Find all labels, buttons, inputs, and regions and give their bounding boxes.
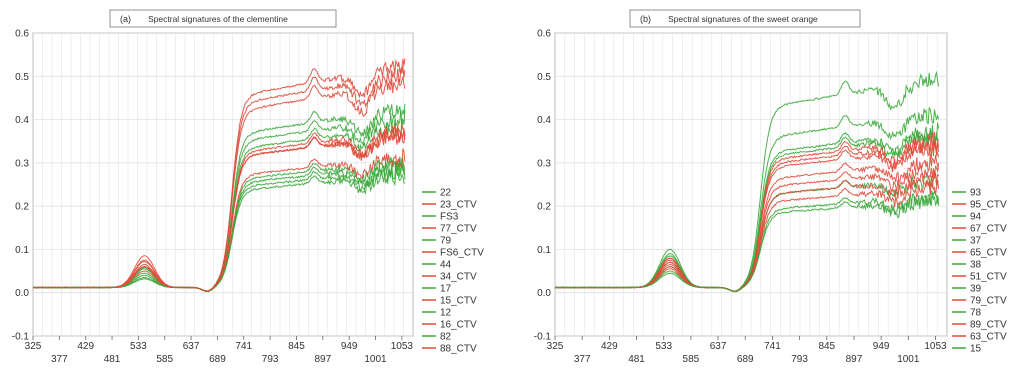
panel-label: (b)	[640, 14, 651, 24]
y-tick-label: -0.1	[12, 332, 30, 343]
x-tick-label: 689	[209, 354, 226, 365]
legend-label: FS3	[440, 212, 459, 223]
x-tick-label: 897	[314, 354, 331, 365]
legend-label: 15_CTV	[440, 296, 477, 307]
panel-label: (a)	[120, 14, 131, 24]
legend-label: 39	[970, 284, 982, 295]
x-tick-label: 1053	[924, 341, 947, 352]
y-tick-label: 0.6	[537, 29, 551, 40]
legend-label: 88_CTV	[440, 344, 477, 355]
x-tick-label: 689	[737, 354, 754, 365]
legend-label: 51_CTV	[970, 272, 1007, 283]
legend-label: 77_CTV	[440, 224, 477, 235]
x-tick-label: 1053	[391, 341, 414, 352]
x-tick-label: 377	[574, 354, 591, 365]
y-tick-label: 0.4	[537, 115, 551, 126]
x-tick-label: 429	[77, 341, 94, 352]
y-tick-label: 0.3	[15, 158, 29, 169]
legend-label: 78	[970, 308, 982, 319]
x-tick-label: 481	[628, 354, 645, 365]
legend-label: 89_CTV	[970, 320, 1007, 331]
legend-label: FS6_CTV	[440, 248, 484, 259]
y-tick-label: -0.1	[534, 332, 552, 343]
legend-label: 67_CTV	[970, 224, 1007, 235]
legend: 2223_CTVFS377_CTV79FS6_CTV4434_CTV1715_C…	[422, 188, 484, 355]
legend-label: 22	[440, 188, 452, 199]
legend-label: 44	[440, 260, 452, 271]
x-tick-label: 741	[764, 341, 781, 352]
y-tick-label: 0.6	[15, 29, 29, 40]
y-tick-label: 0.0	[537, 288, 551, 299]
legend-label: 34_CTV	[440, 272, 477, 283]
x-tick-label: 949	[341, 341, 358, 352]
x-tick-label: 741	[235, 341, 252, 352]
y-tick-label: 0.1	[15, 245, 29, 256]
x-tick-label: 533	[130, 341, 147, 352]
x-tick-label: 377	[51, 354, 68, 365]
title-box	[629, 9, 861, 28]
legend-label: 95_CTV	[970, 200, 1007, 211]
legend: 9395_CTV9467_CTV3765_CTV3851_CTV3979_CTV…	[952, 188, 1007, 355]
series-line-88_CTV	[32, 124, 406, 292]
x-tick-label: 845	[818, 341, 835, 352]
chart-title: Spectral signatures of the clementine	[148, 14, 288, 24]
legend-label: 37	[970, 236, 982, 247]
x-tick-label: 481	[104, 354, 121, 365]
legend-label: 23_CTV	[440, 200, 477, 211]
y-tick-label: 0.4	[15, 115, 29, 126]
legend-label: 94	[970, 212, 982, 223]
legend-label: 12	[440, 308, 452, 319]
series-line-15	[554, 192, 940, 293]
legend-label: 79	[440, 236, 452, 247]
x-tick-label: 1001	[897, 354, 920, 365]
x-tick-label: 793	[262, 354, 279, 365]
legend-label: 79_CTV	[970, 296, 1007, 307]
legend-label: 63_CTV	[970, 332, 1007, 343]
title-box	[109, 9, 337, 28]
legend-label: 16_CTV	[440, 320, 477, 331]
x-tick-label: 585	[156, 354, 173, 365]
x-tick-label: 897	[846, 354, 863, 365]
x-tick-label: 533	[655, 341, 672, 352]
chart-panel-a: -0.1 0.0 0.1 0.2 0.3 0.4 0.5 0.6 325 377 429 481 533…	[12, 9, 484, 365]
legend-label: 65_CTV	[970, 248, 1007, 259]
x-tick-label: 325	[547, 341, 564, 352]
x-tick-label: 1001	[364, 354, 387, 365]
legend-label: 15	[970, 344, 982, 355]
x-tick-label: 845	[288, 341, 305, 352]
y-tick-label: 0.1	[537, 245, 551, 256]
chart-panel-b: -0.1 0.0 0.1 0.2 0.3 0.4 0.5 0.6 325 377 429 481 533…	[534, 9, 1007, 365]
x-tick-label: 637	[710, 341, 727, 352]
legend-label: 93	[970, 188, 982, 199]
legend-label: 82	[440, 332, 452, 343]
x-tick-label: 585	[683, 354, 700, 365]
x-tick-label: 793	[791, 354, 808, 365]
y-tick-label: 0.2	[537, 202, 551, 213]
legend-label: 38	[970, 260, 982, 271]
chart-title: Spectral signatures of the sweet orange	[668, 14, 818, 24]
y-tick-label: 0.0	[15, 288, 29, 299]
x-tick-label: 637	[183, 341, 200, 352]
y-tick-label: 0.5	[15, 72, 29, 83]
y-tick-label: 0.3	[537, 158, 551, 169]
legend-label: 17	[440, 284, 452, 295]
y-tick-label: 0.2	[15, 202, 29, 213]
x-tick-label: 429	[601, 341, 618, 352]
y-tick-label: 0.5	[537, 72, 551, 83]
x-tick-label: 325	[25, 341, 42, 352]
x-tick-label: 949	[873, 341, 890, 352]
